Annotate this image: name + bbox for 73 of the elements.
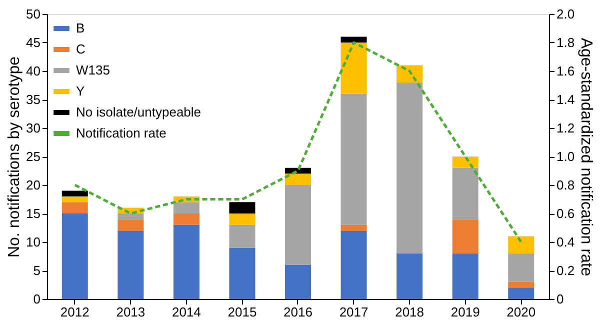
y2-tick-label: 0.8 [556, 178, 575, 192]
bar [285, 174, 311, 185]
y2-tick-label: 2.0 [556, 6, 575, 22]
y2-tick-label: 0.2 [556, 263, 575, 278]
legend-label: C [76, 42, 86, 56]
x-tick-label: 2018 [395, 304, 424, 320]
x-tick-label: 2017 [339, 304, 368, 320]
y2-tick-label: 0 [556, 292, 564, 306]
bar [173, 214, 200, 225]
y-tick-label: 30 [26, 120, 40, 136]
y2-tick-label: 1.4 [556, 92, 575, 107]
bar [229, 214, 256, 225]
bar [229, 248, 256, 299]
y2-tick-label: 1.8 [556, 35, 575, 50]
bar [508, 236, 534, 254]
y2-tick-label: 1.2 [556, 120, 575, 136]
legend-label: W135 [76, 62, 110, 78]
y-tick-label: 10 [26, 234, 40, 250]
x-tick-label: 2020 [506, 304, 536, 320]
y2-tick-label: 1.0 [556, 149, 575, 164]
x-tick-label: 2013 [116, 304, 146, 320]
y-tick-label: 50 [26, 6, 40, 22]
bar [118, 230, 144, 299]
bar [118, 214, 144, 220]
y2-tick-label: 0.4 [556, 234, 575, 250]
bar [62, 196, 88, 202]
x-tick-label: 2014 [172, 304, 201, 320]
y-tick-label: 0 [33, 292, 40, 306]
x-tick-label: 2019 [450, 304, 480, 320]
bar [229, 202, 256, 214]
y-tick-label: 35 [26, 92, 40, 107]
bar [62, 202, 88, 214]
bar [452, 219, 478, 254]
legend-label: No isolate/untypeable [76, 104, 202, 120]
bar [340, 94, 367, 225]
bar [396, 65, 423, 82]
bar [229, 224, 256, 248]
line-series [74, 41, 522, 244]
y-tick-label: 25 [26, 149, 40, 164]
y2-axis-title: Age-standardized notification rate [578, 38, 595, 276]
bar [508, 253, 534, 282]
y-tick-label: 40 [26, 64, 40, 78]
legend-label: Notification rate [76, 126, 166, 140]
y2-tick-label: 1.6 [556, 64, 575, 78]
legend-label: B [76, 20, 85, 36]
y-tick-label: 20 [26, 178, 40, 192]
y-tick-label: 45 [26, 35, 40, 50]
bar [452, 253, 478, 299]
y-axis-title: No. notifications by serotype [6, 56, 24, 258]
x-tick-label: 2016 [284, 304, 312, 320]
bar [62, 190, 88, 196]
y-tick-label: 5 [33, 263, 40, 278]
bar [340, 224, 367, 231]
bar [452, 156, 478, 168]
y2-tick-label: 0.6 [556, 206, 575, 221]
x-tick-label: 2012 [60, 304, 90, 320]
bar [173, 224, 200, 299]
bar [452, 168, 478, 220]
bar [285, 264, 311, 299]
x-tick-label: 2015 [228, 304, 257, 320]
bar [62, 214, 88, 299]
bar [118, 219, 144, 231]
bar [396, 82, 423, 254]
bar [508, 282, 534, 288]
bar [340, 36, 367, 42]
bar [340, 230, 367, 299]
bar [396, 253, 423, 299]
bar [173, 202, 200, 214]
legend-label: Y [76, 84, 85, 98]
y-tick-label: 15 [26, 206, 40, 221]
bar [340, 42, 367, 94]
bar [285, 185, 311, 265]
bar [508, 288, 534, 299]
